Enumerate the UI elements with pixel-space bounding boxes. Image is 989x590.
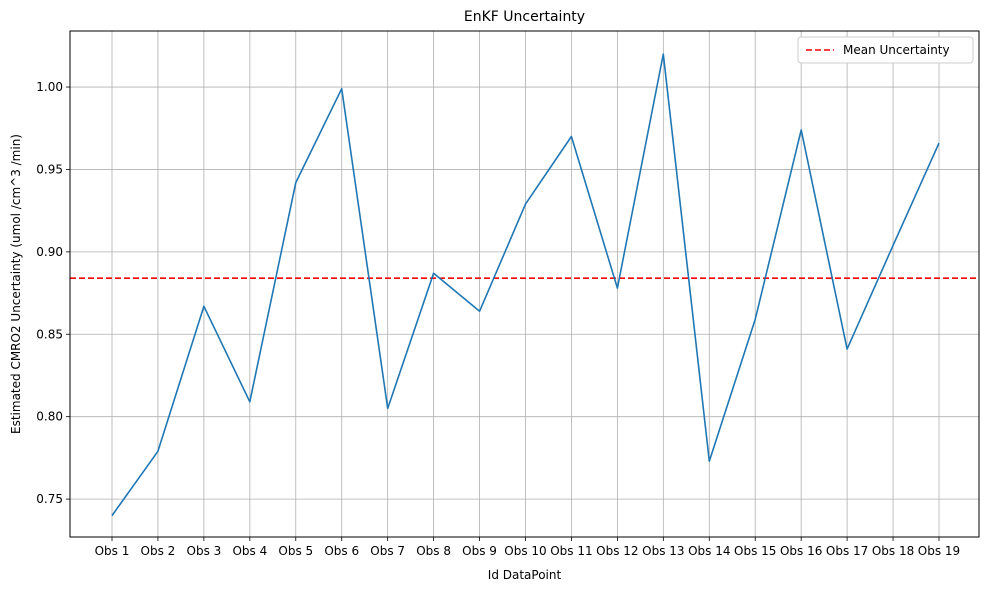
x-tick-label: Obs 19 [918, 544, 960, 558]
legend-box [797, 36, 974, 64]
x-tick-label: Obs 12 [596, 544, 638, 558]
x-axis-label: Id DataPoint [488, 568, 562, 582]
y-axis-label: Estimated CMRO2 Uncertainty (umol /cm^3 … [9, 134, 23, 434]
x-tick-label: Obs 16 [780, 544, 822, 558]
x-tick-label: Obs 3 [187, 544, 222, 558]
grid [70, 31, 979, 537]
x-axis: Obs 1 Obs 2 Obs 3 Obs 4 Obs 5 Obs 6 Obs 7 Obs 8… [95, 537, 960, 558]
legend: Mean Uncertainty [797, 36, 974, 64]
x-tick-label: Obs 15 [734, 544, 776, 558]
x-tick-label: Obs 10 [504, 544, 546, 558]
y-tick-label: 0.75 [36, 492, 63, 506]
x-tick-label: Obs 14 [688, 544, 730, 558]
y-tick-label: 1.00 [36, 80, 63, 94]
chart-title: EnKF Uncertainty [464, 9, 585, 25]
x-tick-label: Obs 1 [95, 544, 130, 558]
x-tick-label: Obs 11 [550, 544, 592, 558]
x-tick-label: Obs 6 [324, 544, 359, 558]
x-tick-label: Obs 4 [232, 544, 267, 558]
x-tick-label: Obs 2 [141, 544, 176, 558]
y-axis: 0.75 0.80 0.85 0.90 0.95 1.00 [36, 80, 70, 506]
series-group [111, 53, 940, 517]
legend-label-mean-uncertainty: Mean Uncertainty [843, 43, 950, 57]
y-tick-label: 0.80 [36, 410, 63, 424]
x-tick-label: Obs 7 [370, 544, 405, 558]
y-tick-label: 0.95 [36, 162, 63, 176]
x-tick-label: Obs 17 [826, 544, 868, 558]
y-tick-label: 0.85 [36, 327, 63, 341]
x-tick-label: Obs 8 [416, 544, 451, 558]
y-tick-label: 0.90 [36, 245, 63, 259]
x-tick-label: Obs 18 [872, 544, 914, 558]
x-tick-label: Obs 13 [642, 544, 684, 558]
x-tick-label: Obs 5 [278, 544, 313, 558]
plot-frame [69, 30, 980, 538]
x-tick-label: Obs 9 [462, 544, 497, 558]
series-line [111, 53, 940, 517]
